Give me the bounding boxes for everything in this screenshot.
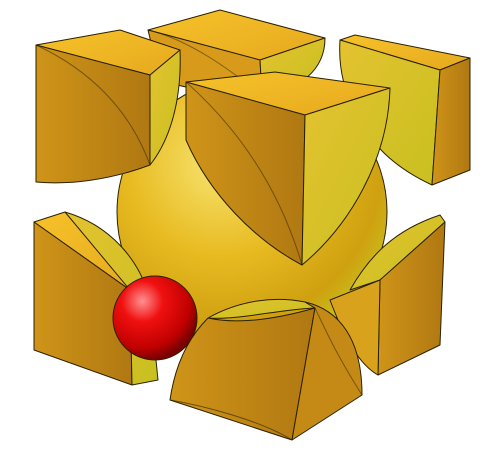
interstitial-sphere (112, 275, 198, 361)
corner-octant-top-right-back (339, 34, 471, 186)
corner-octant-bottom-front (169, 298, 363, 441)
corner-octant-bottom-right (329, 214, 446, 376)
corner-octant-top-left-back (35, 29, 181, 184)
corner-octant-top-front (185, 71, 391, 266)
